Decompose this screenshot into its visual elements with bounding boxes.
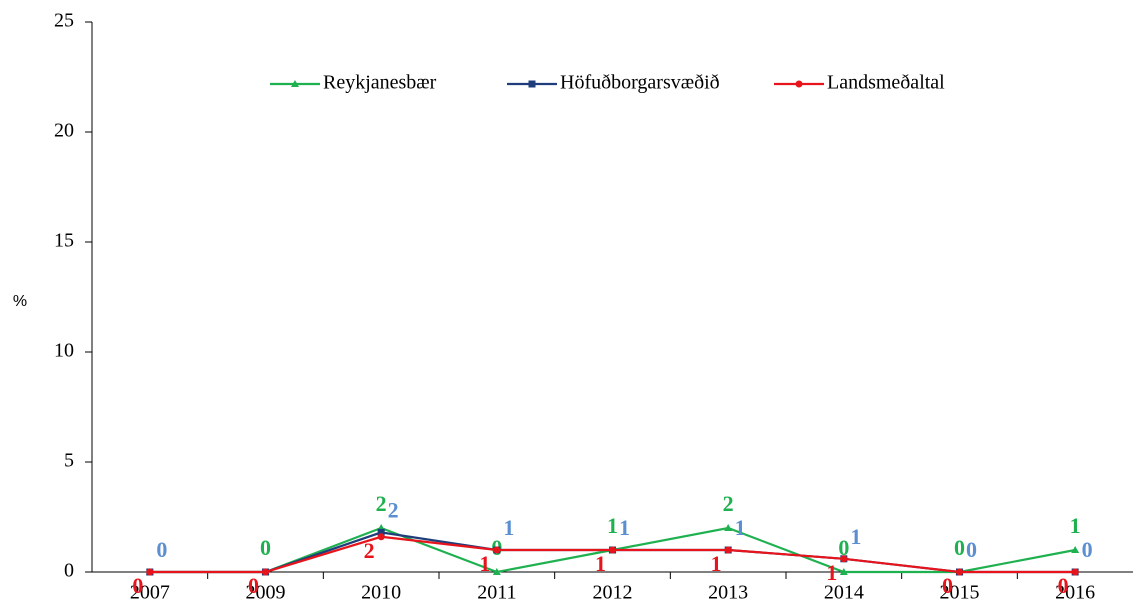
marker xyxy=(528,80,536,88)
x-tick-label: 2013 xyxy=(708,582,748,604)
marker xyxy=(377,533,385,541)
data-label: 1 xyxy=(711,551,722,576)
marker xyxy=(956,568,963,576)
marker xyxy=(146,568,154,576)
x-tick-label: 2016 xyxy=(1055,582,1095,604)
marker xyxy=(724,546,732,554)
series-line xyxy=(149,535,1076,574)
y-tick-label: 0 xyxy=(64,560,74,582)
data-label: 1 xyxy=(619,515,630,540)
data-label: 0 xyxy=(260,535,271,560)
marker xyxy=(1071,546,1080,553)
y-tick-label: 5 xyxy=(64,450,74,472)
x-tick-label: 2010 xyxy=(361,582,401,604)
y-axis-label: % xyxy=(13,293,27,310)
data-label: 1 xyxy=(503,515,514,540)
data-label: 2 xyxy=(376,491,387,516)
marker xyxy=(839,568,848,575)
data-label: 1 xyxy=(826,560,837,585)
y-tick-label: 20 xyxy=(54,120,74,142)
x-tick-label: 2014 xyxy=(824,582,864,604)
marker xyxy=(262,568,269,576)
data-label: 2 xyxy=(388,497,399,522)
x-tick-label: 2009 xyxy=(246,582,286,604)
y-tick-label: 25 xyxy=(54,10,74,32)
data-label: 0 xyxy=(248,573,259,598)
data-label: 0 xyxy=(838,535,849,560)
data-label: 0 xyxy=(1082,537,1093,562)
x-tick-label: 2012 xyxy=(593,582,633,604)
data-label: 0 xyxy=(942,573,953,598)
marker xyxy=(291,80,299,87)
data-label: 2 xyxy=(364,538,375,563)
x-tick-label: 2011 xyxy=(477,582,516,604)
marker xyxy=(377,528,385,536)
legend-label: Reykjanesbær xyxy=(323,72,437,94)
legend-label: Höfuðborgarsvæðið xyxy=(560,72,720,94)
data-label: 0 xyxy=(966,537,977,562)
data-label: 0 xyxy=(156,537,167,562)
data-label: 1 xyxy=(735,515,746,540)
data-label: 1 xyxy=(850,524,861,549)
marker xyxy=(795,80,803,88)
data-label: 2 xyxy=(723,491,734,516)
marker xyxy=(609,546,616,554)
data-label: 1 xyxy=(1070,513,1081,538)
marker xyxy=(493,546,501,554)
marker xyxy=(492,568,501,575)
data-label: 0 xyxy=(132,573,143,598)
y-tick-label: 10 xyxy=(54,340,74,362)
marker xyxy=(1071,568,1079,576)
x-tick-label: 2015 xyxy=(940,582,980,604)
data-label: 1 xyxy=(607,513,618,538)
data-label: 0 xyxy=(954,535,965,560)
data-label: 1 xyxy=(479,551,490,576)
x-tick-label: 2007 xyxy=(130,582,170,604)
y-tick-label: 15 xyxy=(54,230,74,252)
data-label: 1 xyxy=(595,551,606,576)
legend-label: Landsmeðaltal xyxy=(827,72,945,94)
marker xyxy=(724,524,733,531)
data-label: 0 xyxy=(1058,573,1069,598)
marker xyxy=(840,555,848,563)
